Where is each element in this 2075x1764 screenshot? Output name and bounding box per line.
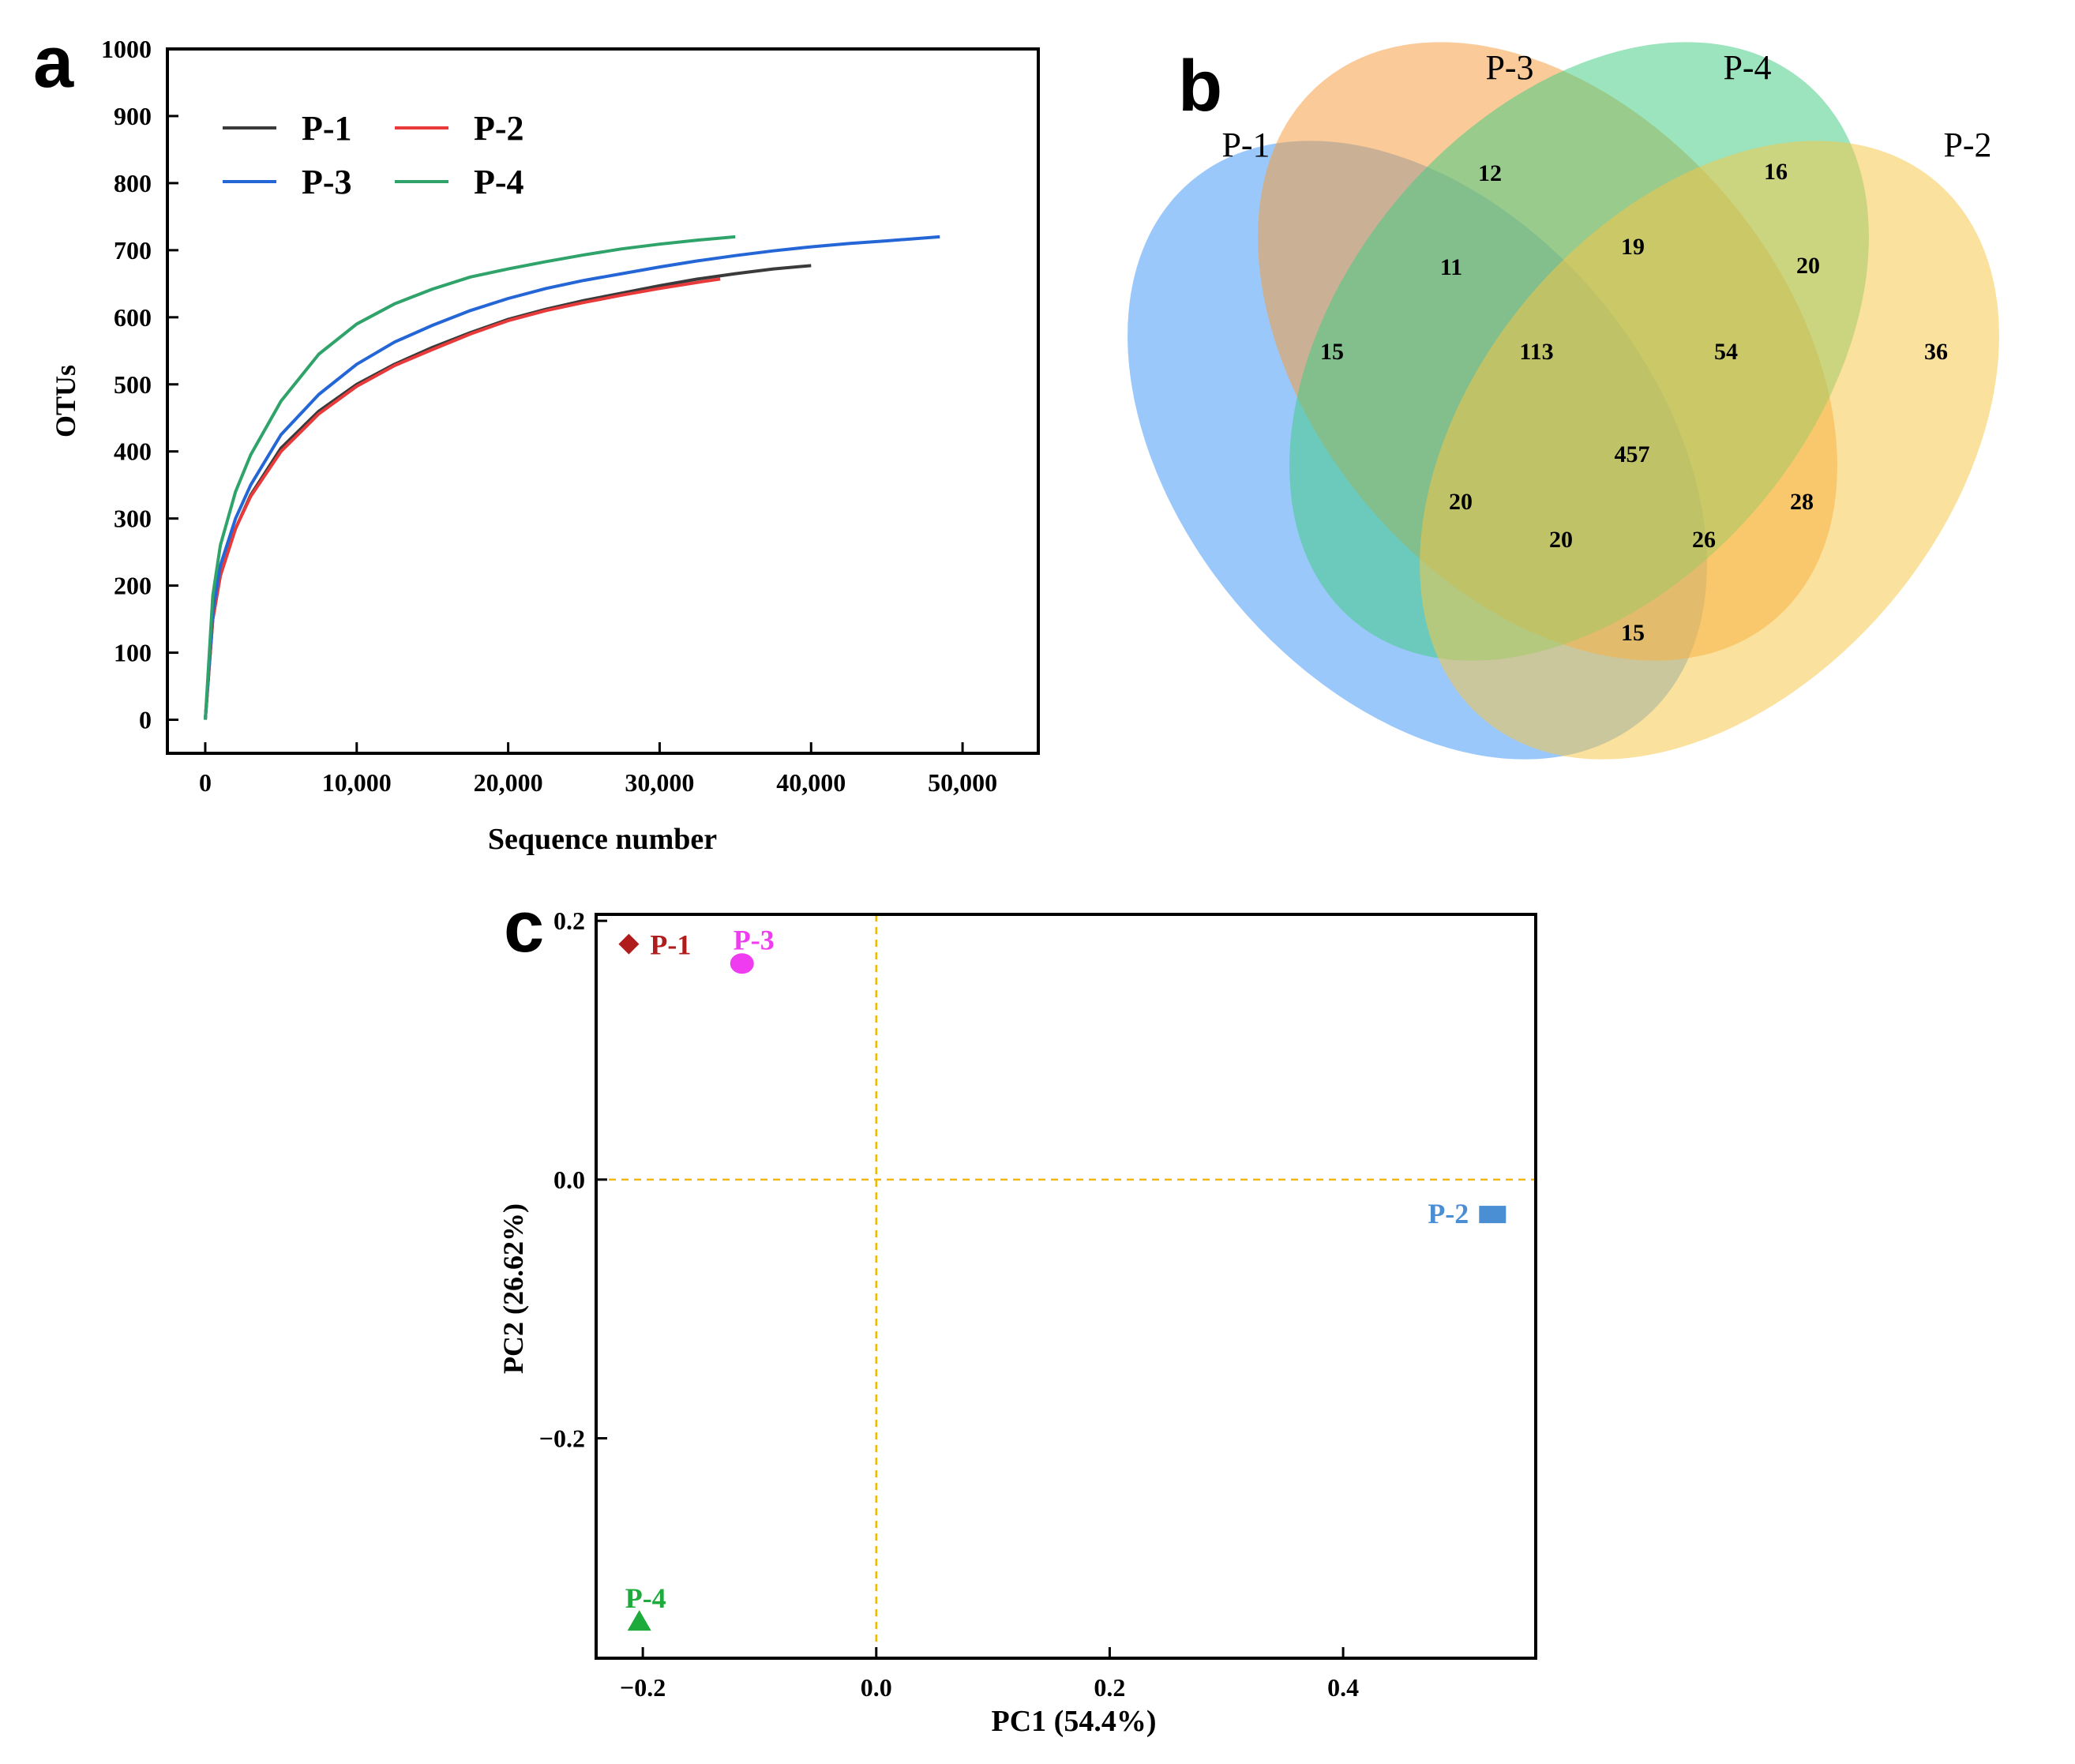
panel-a-legend: P-1 P-2 P-3 P-4 [223,109,524,201]
point-marker-p-2 [1479,1206,1507,1224]
panel-c-plot-frame [595,913,1537,1660]
series-line-p-4 [204,235,736,720]
panel-c-pca-scatter: c −0.20.00.2 −0.2 0.0 0.2 0.4 P-1 P-3P-2P-4 … [497,887,1537,1738]
venn-region-count-p-4-p-2: 20 [1796,253,1820,279]
panel-a-plot-frame [166,47,1040,755]
venn-region-count-p-2: 36 [1924,339,1948,365]
y-tick-label: 500 [114,370,152,399]
panel-b-venn-diagram: b P-1 P-3 P-4 P-2 15 12 16 36 11 19 20 113 54 457 20 2… [1128,42,1999,760]
venn-region-count-p-1-p-3-p-2: 26 [1692,527,1716,553]
panel-c-x-axis-label: PC1 (54.4%) [992,1705,1157,1738]
panel-c-points: P-1 P-3 P-2 P-4 [618,924,1507,1631]
x-tick-label: 30,000 [625,768,694,797]
y-tick-label: 600 [114,303,152,332]
y-tick-label: 900 [114,102,152,130]
panel-a-x-axis-label: Sequence number [488,823,717,856]
point-marker-p-3 [730,953,754,974]
x-tick-label: 50,000 [928,768,997,797]
point-label-p-1: P-1 [650,929,691,961]
x-tick-label: 10,000 [322,768,392,797]
panel-b-ellipses [1128,42,1999,760]
venn-region-count-p-1-p-3: 11 [1440,254,1462,280]
venn-region-count-p-3-p-2: 28 [1790,489,1814,515]
y-tick-label: −0.2 [539,1424,585,1452]
y-tick-label: 800 [114,169,152,197]
x-tick-label: 40,000 [776,768,846,797]
panel-a-y-axis-label: OTUs [50,365,81,437]
venn-region-count-p-1-p-2: 15 [1621,620,1645,646]
panel-a-series [204,235,940,720]
venn-region-count-p-1-p-3-p-4-p-2: 457 [1615,441,1650,467]
venn-region-count-p-3: 12 [1478,160,1502,186]
panel-a-x-ticks: 0 10,000 20,000 30,000 40,000 50,000 [199,742,997,797]
y-tick-label: 300 [114,505,152,533]
panel-c-y-axis-label: PC2 (26.62%) [497,1203,529,1374]
venn-set-label-p-3: P-3 [1485,48,1533,87]
point-label-p-3: P-3 [734,924,775,955]
venn-region-count-p-4: 16 [1764,159,1788,185]
panel-a-y-ticks: 0 100 200 300 400 500 600 700 800 900 1000 [101,35,178,734]
venn-region-count-p-3-p-4-p-2: 54 [1714,339,1738,365]
y-tick-label: 1000 [101,35,152,63]
legend-label-p-2: P-2 [474,109,524,148]
y-tick-label: 0.0 [553,1165,585,1194]
venn-region-count-p-1-p-4: 20 [1449,489,1473,515]
x-tick-label: −0.2 [620,1673,666,1702]
y-tick-label: 400 [114,437,152,466]
panel-a-line-chart: a 0 100 200 300 400 500 600 700 800 900 1000 0 10,0… [33,22,1040,856]
x-tick-label: 0.2 [1094,1673,1125,1702]
venn-set-label-p-2: P-2 [1943,126,1991,164]
venn-region-count-p-1: 15 [1320,339,1344,365]
venn-region-count-p-3-p-4: 19 [1621,234,1645,260]
y-tick-label: 0.2 [553,906,585,935]
x-tick-label: 0 [199,768,212,797]
y-tick-label: 200 [114,572,152,600]
point-label-p-4: P-4 [625,1582,666,1614]
panel-c-y-ticks: −0.2 0.0 0.2 [539,906,607,1452]
panel-c-x-ticks: −0.2 0.0 0.2 0.4 [620,1647,1359,1702]
x-tick-label: 20,000 [474,768,543,797]
panel-b-region-counts: 15 12 16 36 11 19 20 113 54 457 20 28 20 26 15 [1320,159,1948,646]
venn-ellipse-p-2 [1420,141,1999,760]
series-line-p-2 [204,277,721,720]
venn-set-label-p-1: P-1 [1221,126,1270,164]
x-tick-label: 0.0 [861,1673,892,1702]
series-line-p-3 [204,235,940,720]
y-tick-label: 700 [114,236,152,265]
venn-set-label-p-4: P-4 [1723,48,1771,87]
y-tick-label: 0 [139,706,152,734]
legend-label-p-3: P-3 [302,163,352,201]
panel-label-c: c [504,887,544,967]
y-tick-label: 100 [114,639,152,667]
panel-label-b: b [1178,46,1222,126]
panel-b-set-labels: P-1 P-3 P-4 P-2 [1221,48,1991,164]
venn-region-count-p-1-p-4-p-2: 20 [1549,527,1573,553]
legend-label-p-4: P-4 [474,163,524,201]
x-tick-label: 0.4 [1327,1673,1359,1702]
point-label-p-2: P-2 [1428,1198,1469,1229]
panel-label-a: a [33,22,74,103]
panel-c-reference-lines [596,914,1536,1658]
point-marker-p-1 [618,933,640,955]
point-marker-p-4 [627,1610,651,1631]
venn-region-count-p-1-p-3-p-4: 113 [1519,339,1553,365]
legend-label-p-1: P-1 [302,109,352,148]
